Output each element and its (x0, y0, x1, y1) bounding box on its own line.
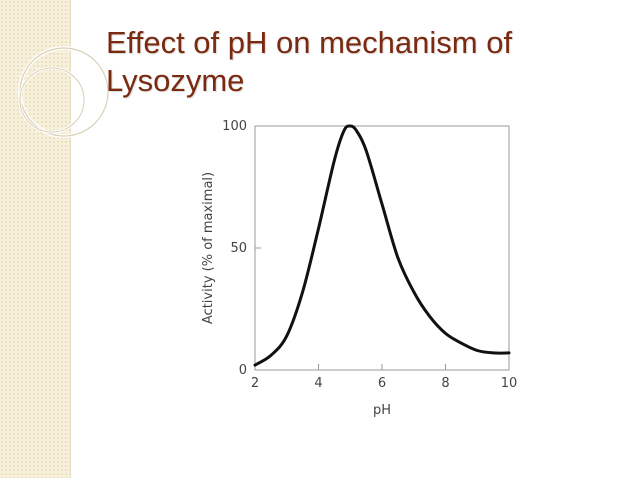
x-axis-label: pH (373, 403, 391, 418)
x-tick-label: 2 (251, 376, 259, 391)
activity-curve (253, 124, 511, 367)
x-tick-label: 4 (314, 376, 322, 391)
x-tick-label: 10 (501, 376, 518, 391)
slide-title: Effect of pH on mechanism of Lysozyme (106, 25, 513, 98)
decorative-swirl-icon (18, 46, 110, 138)
y-tick-label: 50 (230, 241, 247, 256)
plot-frame (254, 125, 510, 371)
x-axis: 2 4 6 8 10 (251, 364, 517, 391)
y-axis: 0 50 100 (222, 119, 261, 378)
x-tick-label: 6 (378, 376, 386, 391)
x-tick-label: 8 (441, 376, 449, 391)
y-axis-label: Activity (% of maximal) (201, 172, 216, 324)
y-tick-label: 100 (222, 119, 247, 134)
decorative-side-band (0, 0, 71, 478)
y-tick-label: 0 (239, 363, 247, 378)
